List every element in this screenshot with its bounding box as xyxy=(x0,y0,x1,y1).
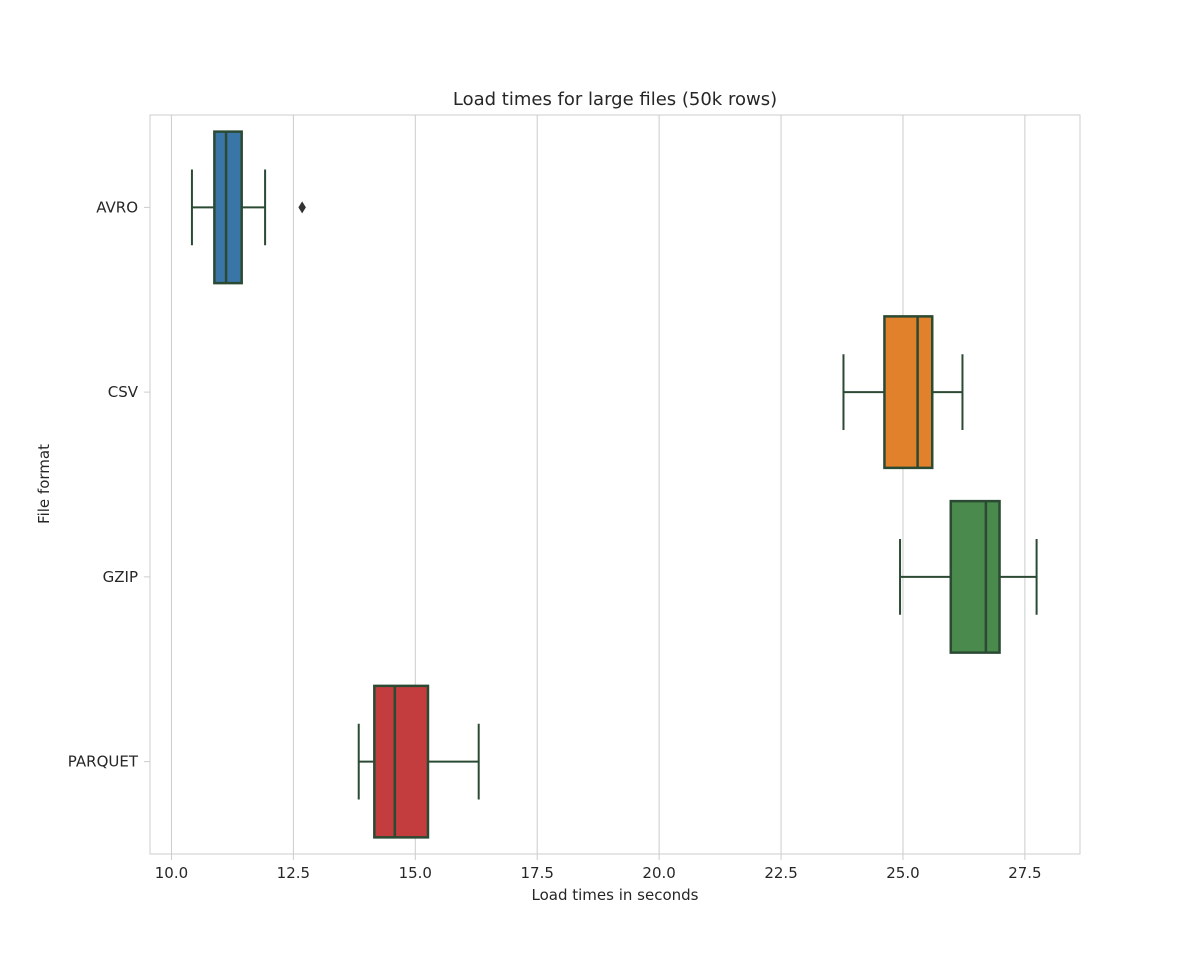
x-axis-ticks: 10.0 12.5 15.0 17.5 20.0 22.5 25.0 27.5 xyxy=(155,854,1042,882)
box-group-parquet xyxy=(357,684,480,839)
box-group-csv xyxy=(842,315,964,470)
box-parquet xyxy=(373,684,430,839)
y-axis-label: File format xyxy=(35,444,53,524)
y-tick-label-avro: AVRO xyxy=(96,198,138,216)
y-tick-label-gzip: GZIP xyxy=(103,568,138,586)
x-tick-label: 10.0 xyxy=(155,864,188,882)
x-tick-label: 15.0 xyxy=(399,864,432,882)
y-tick-label-csv: CSV xyxy=(108,383,139,401)
x-tick-label: 20.0 xyxy=(642,864,675,882)
box-group-avro xyxy=(190,130,306,285)
box-gzip xyxy=(949,499,1001,654)
x-tick-label: 17.5 xyxy=(521,864,554,882)
y-axis-ticks: AVRO CSV GZIP PARQUET xyxy=(68,198,150,771)
gridlines xyxy=(170,115,1026,854)
y-tick-label-parquet: PARQUET xyxy=(68,753,139,771)
box-group-gzip xyxy=(899,499,1038,654)
box-avro xyxy=(213,130,243,285)
outlier-point xyxy=(298,201,306,214)
box-csv xyxy=(883,315,934,470)
x-tick-label: 27.5 xyxy=(1008,864,1041,882)
box-series xyxy=(190,130,1038,839)
x-axis-label: Load times in seconds xyxy=(532,886,699,904)
chart-title: Load times for large files (50k rows) xyxy=(453,89,777,110)
x-tick-label: 22.5 xyxy=(764,864,797,882)
x-tick-label: 12.5 xyxy=(277,864,310,882)
x-tick-label: 25.0 xyxy=(886,864,919,882)
plot-area-frame xyxy=(149,114,1081,855)
